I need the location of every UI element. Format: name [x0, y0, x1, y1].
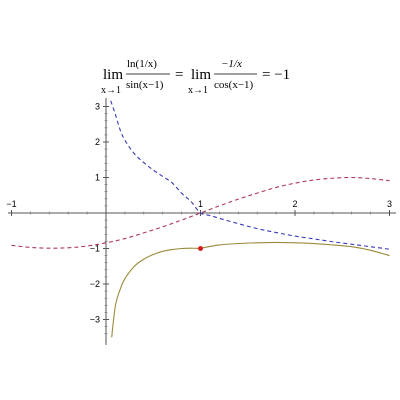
- formula-title: lim x→1 ln(1/x) sin(x−1) = lim x→1 −1/x …: [101, 58, 290, 96]
- points-layer: [198, 246, 203, 251]
- series-line-3: [111, 241, 390, 338]
- formula-sub-1: x→1: [101, 85, 121, 96]
- formula-lim-1: lim: [103, 67, 123, 83]
- y-tick-label: 1: [95, 173, 100, 183]
- y-tick-label: −2: [90, 279, 100, 289]
- formula-lim-2: lim: [191, 67, 211, 83]
- formula-eq-1: =: [175, 67, 183, 83]
- x-tick-label: −1: [6, 199, 16, 209]
- ticks: −1 1 2 3 3 2 1 −1 −2 −3: [6, 102, 392, 335]
- formula-den-2: cos(x−1): [214, 79, 254, 91]
- y-tick-label: 3: [95, 102, 100, 112]
- formula-num-2: −1/x: [221, 58, 242, 70]
- formula-den-1: sin(x−1): [126, 79, 164, 91]
- x-tick-label: 1: [198, 199, 203, 209]
- series-layer: [11, 100, 390, 338]
- formula-num-1: ln(1/x): [127, 58, 157, 70]
- y-tick-label: 2: [95, 137, 100, 147]
- series-line-1: [110, 100, 390, 250]
- formula-eq-2: = −1: [262, 67, 290, 83]
- y-tick-label: −3: [90, 315, 100, 325]
- formula-sub-2: x→1: [188, 85, 208, 96]
- limit-point: [198, 246, 203, 251]
- y-tick-label: −1: [90, 244, 100, 254]
- x-tick-label: 2: [292, 199, 297, 209]
- x-tick-label: 3: [387, 199, 392, 209]
